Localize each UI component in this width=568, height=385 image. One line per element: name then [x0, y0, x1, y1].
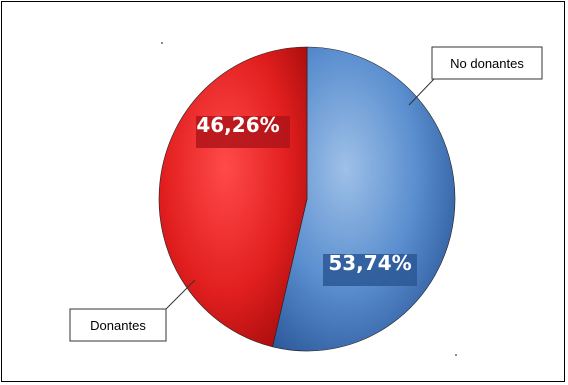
callout-leader-line — [165, 279, 196, 310]
callout-leader-line — [408, 78, 435, 106]
data-label: 46,26% — [196, 113, 279, 137]
legend-label: Donantes — [90, 318, 146, 333]
stray-dot — [161, 42, 163, 44]
legend-label: No donantes — [450, 56, 524, 71]
callout-box — [69, 308, 167, 342]
data-label-bg — [196, 116, 290, 148]
callout-box — [431, 46, 543, 80]
stray-dot — [455, 354, 457, 356]
data-label-bg — [323, 254, 417, 286]
data-label: 53,74% — [328, 251, 411, 275]
